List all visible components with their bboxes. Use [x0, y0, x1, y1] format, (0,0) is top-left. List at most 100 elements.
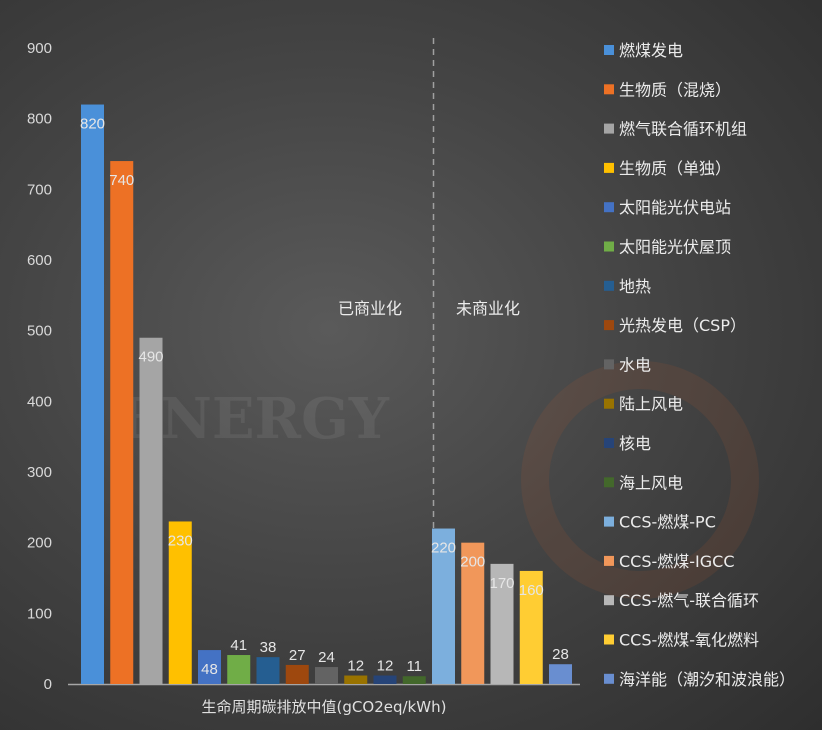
legend-label: 燃煤发电 — [619, 41, 683, 60]
legend-item: CCS-燃煤-氧化燃料 — [604, 631, 759, 650]
data-label: 38 — [260, 639, 277, 656]
legend-label: 核电 — [619, 434, 651, 453]
data-label: 28 — [552, 646, 569, 663]
legend-swatch — [604, 123, 614, 134]
watermark: ENERGY — [118, 386, 390, 452]
legend-label: 光热发电（CSP） — [619, 316, 746, 335]
bar — [549, 664, 572, 684]
bar — [256, 657, 280, 684]
bar — [139, 337, 163, 684]
data-label: 48 — [201, 661, 218, 678]
y-tick-label: 100 — [27, 605, 52, 622]
legend-swatch — [604, 320, 614, 331]
legend-item: 核电 — [604, 434, 651, 453]
legend-swatch — [604, 162, 614, 173]
legend-swatch — [604, 673, 614, 684]
y-tick-label: 200 — [27, 535, 52, 552]
y-tick-label: 500 — [27, 323, 52, 340]
legend-item: 太阳能光伏屋顶 — [604, 238, 731, 257]
legend-label: CCS-燃气-联合循环 — [619, 591, 759, 610]
bar — [315, 667, 338, 684]
data-label: 740 — [109, 172, 134, 189]
y-tick-label: 800 — [27, 111, 52, 128]
data-label: 490 — [138, 349, 163, 366]
legend-swatch — [604, 595, 614, 606]
legend-item: 燃煤发电 — [604, 41, 683, 60]
y-tick-label: 0 — [44, 676, 52, 693]
data-label: 820 — [80, 116, 105, 133]
legend-label: 太阳能光伏电站 — [619, 198, 731, 217]
legend-item: CCS-燃气-联合循环 — [604, 591, 759, 610]
legend-label: CCS-燃煤-PC — [619, 513, 716, 532]
legend-swatch — [604, 516, 614, 527]
legend-swatch — [604, 241, 614, 252]
legend-swatch — [604, 202, 614, 213]
bar — [110, 161, 134, 685]
y-tick-label: 700 — [27, 181, 52, 198]
data-label: 12 — [347, 658, 364, 675]
data-label: 12 — [377, 658, 394, 675]
bar — [490, 563, 514, 684]
data-label: 11 — [406, 658, 422, 675]
legend-label: 海上风电 — [619, 473, 683, 492]
legend-item: 陆上风电 — [604, 395, 683, 414]
data-label: 24 — [318, 649, 335, 666]
legend-swatch — [604, 280, 614, 291]
data-label: 230 — [168, 532, 193, 549]
legend-item: 水电 — [604, 355, 651, 374]
data-label: 170 — [489, 575, 514, 592]
legend-item: 燃气联合循环机组 — [604, 120, 747, 139]
legend-swatch — [604, 45, 614, 55]
legend-swatch — [604, 359, 614, 370]
legend-item: 光热发电（CSP） — [604, 316, 746, 335]
legend-item: 生物质（混烧） — [604, 80, 731, 99]
y-tick-label: 300 — [27, 464, 52, 481]
bar — [227, 655, 251, 684]
legend-swatch — [604, 438, 614, 448]
y-tick-label: 600 — [27, 252, 52, 269]
data-label: 27 — [289, 647, 306, 664]
annotation-commercial: 已商业化 — [338, 299, 402, 318]
annotation-non-commercial: 未商业化 — [456, 299, 520, 318]
legend-swatch — [604, 555, 614, 566]
legend-item: 地热 — [604, 277, 651, 296]
data-label: 200 — [460, 554, 485, 571]
legend-item: CCS-燃煤-IGCC — [604, 552, 735, 571]
bar — [402, 676, 426, 684]
legend-label: 太阳能光伏屋顶 — [619, 238, 731, 257]
legend-label: 生物质（单独） — [619, 159, 731, 178]
data-label: 220 — [431, 540, 456, 557]
bar — [344, 675, 368, 684]
legend-label: 陆上风电 — [619, 395, 683, 414]
bar — [198, 650, 221, 684]
legend-item: 生物质（单独） — [604, 159, 731, 178]
legend-swatch — [604, 634, 614, 645]
watermark-logo-ring — [521, 361, 759, 599]
data-label: 160 — [519, 582, 544, 599]
legend-label: 地热 — [619, 277, 651, 296]
legend-label: 海洋能（潮汐和波浪能） — [619, 670, 795, 689]
legend-item: 海洋能（潮汐和波浪能） — [604, 670, 795, 689]
data-label: 41 — [230, 637, 247, 654]
legend-item: CCS-燃煤-PC — [604, 513, 716, 532]
bar — [285, 664, 309, 684]
legend-swatch — [604, 84, 614, 95]
legend-item: 太阳能光伏电站 — [604, 198, 731, 217]
bar — [432, 528, 455, 684]
legend-swatch — [604, 477, 614, 488]
y-tick-label: 900 — [27, 40, 52, 57]
x-axis-label: 生命周期碳排放中值(gCO2eq/kWh) — [202, 698, 447, 716]
y-tick-label: 400 — [27, 393, 52, 410]
legend-swatch — [604, 398, 614, 409]
bar — [461, 542, 485, 684]
bar — [168, 521, 192, 684]
legend-label: CCS-燃煤-IGCC — [619, 552, 735, 571]
legend-label: 水电 — [619, 355, 651, 374]
bar — [373, 675, 397, 684]
legend-label: 生物质（混烧） — [619, 80, 731, 99]
legend-label: 燃气联合循环机组 — [619, 120, 747, 139]
legend-item: 海上风电 — [604, 473, 683, 492]
bar — [81, 104, 104, 685]
